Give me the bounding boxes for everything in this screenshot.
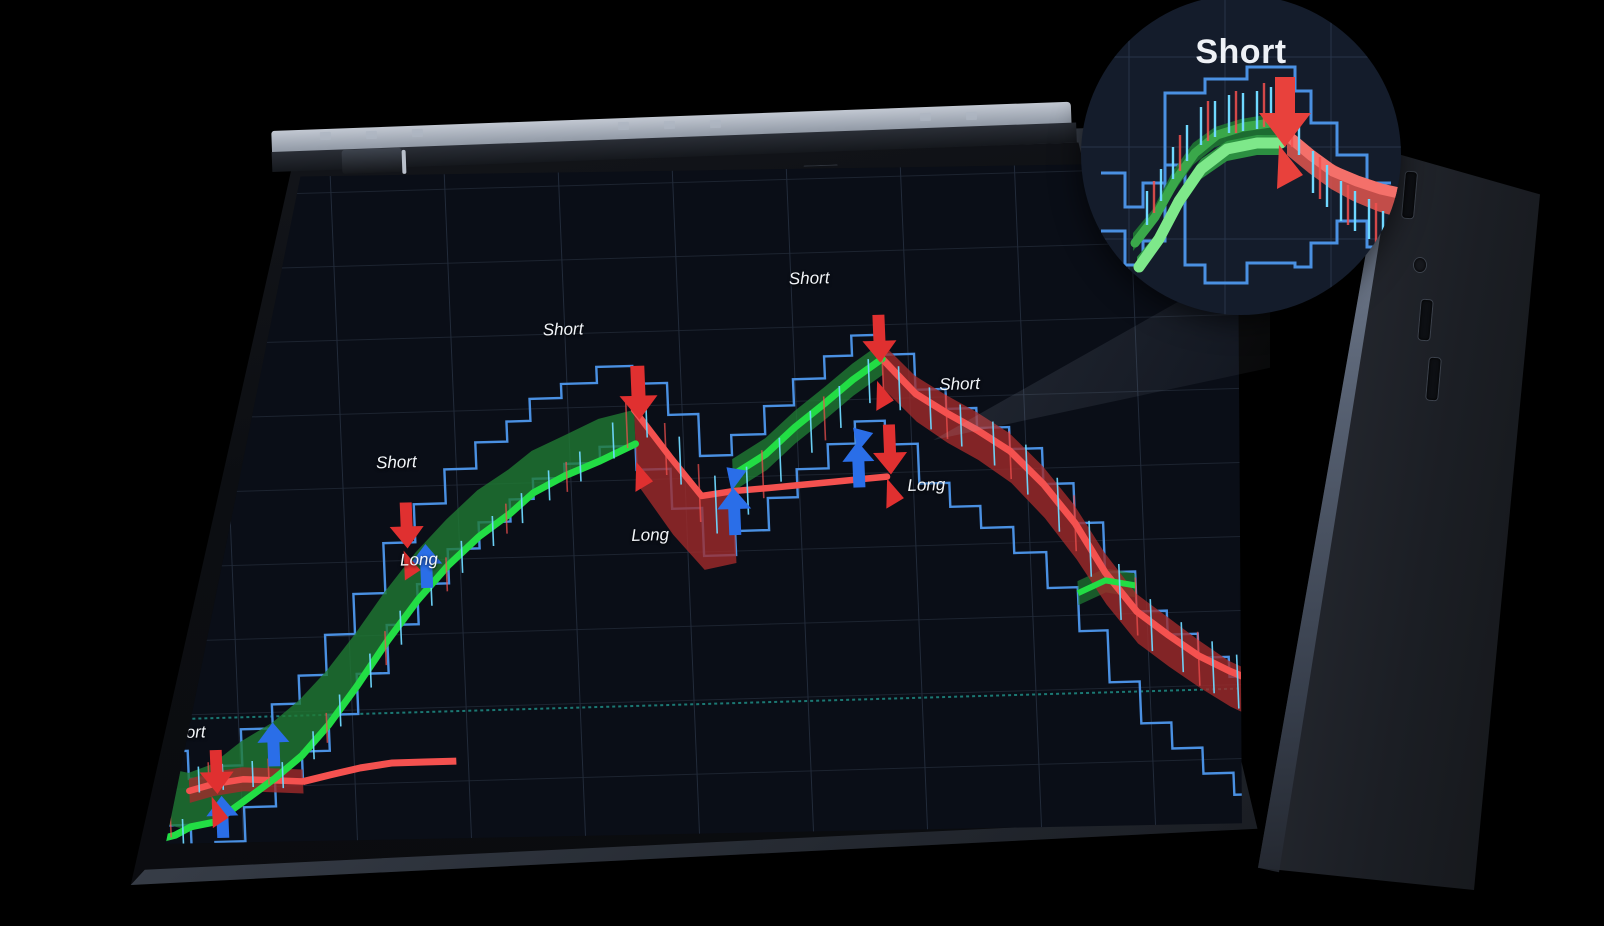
power-button-icon[interactable] xyxy=(1414,258,1426,272)
signal-label-short: Short xyxy=(375,451,417,473)
vent-icon xyxy=(709,119,722,129)
trading-chart-screen[interactable]: Bitcoin / U.S. Dollar, 1D, COINBASE O162… xyxy=(165,162,1253,844)
vent-icon xyxy=(663,120,676,130)
magnifier-series xyxy=(1101,65,1401,285)
signal-label-long: Long xyxy=(399,549,438,570)
vent-icon xyxy=(365,130,378,140)
vent-icon xyxy=(319,131,332,141)
current-price-badge[interactable]: 16442.63 08:42:24 xyxy=(1247,579,1253,633)
signal-label-short: Short xyxy=(542,319,584,340)
vent-icon xyxy=(919,112,932,122)
hinge-knuckle xyxy=(401,149,407,174)
hinge-knuckle xyxy=(341,147,403,174)
signal-label-long: Long xyxy=(630,524,670,545)
signal-arrows xyxy=(199,314,907,838)
magnifier-lens: Short xyxy=(1081,0,1401,315)
vent-icon xyxy=(411,128,424,138)
signal-label-long: Long xyxy=(906,474,946,495)
vent-icon xyxy=(617,121,630,131)
signal-label-short: Short xyxy=(938,373,981,394)
signal-label-short: Short xyxy=(788,267,830,289)
vent-icon xyxy=(965,111,978,121)
magnifier-label-short: Short xyxy=(1195,33,1287,71)
chart-plot-area[interactable]: Bitcoin / U.S. Dollar, 1D, COINBASE O162… xyxy=(165,162,1253,844)
chart-series xyxy=(165,314,1242,844)
